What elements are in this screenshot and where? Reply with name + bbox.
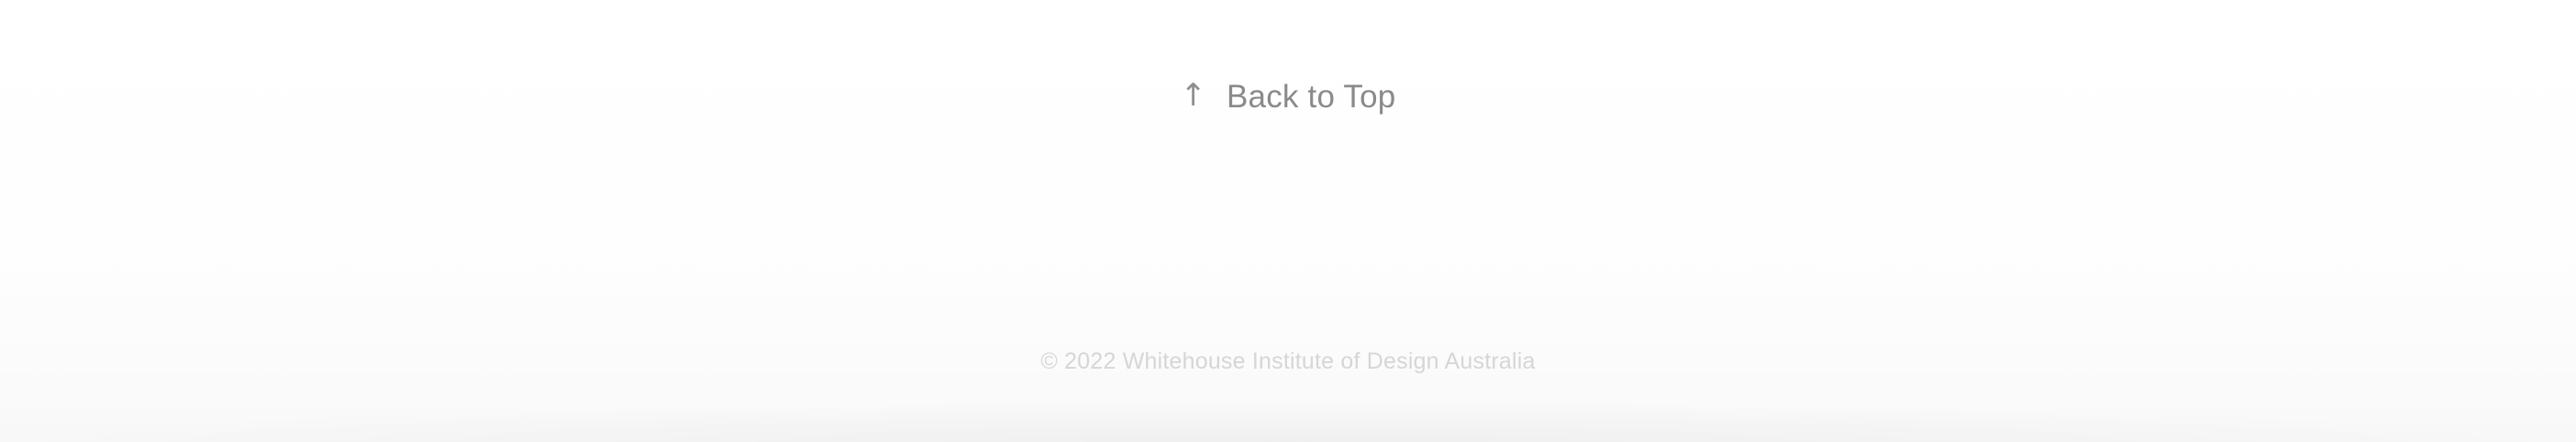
copyright-text: © 2022 Whitehouse Institute of Design Au… (1040, 348, 1536, 374)
arrow-up-icon: ↑ (1180, 76, 1207, 114)
back-to-top-link[interactable]: ↑ Back to Top (0, 76, 2576, 115)
footer-bottom-shadow (37, 405, 2539, 442)
back-to-top-label: Back to Top (1227, 79, 1396, 115)
